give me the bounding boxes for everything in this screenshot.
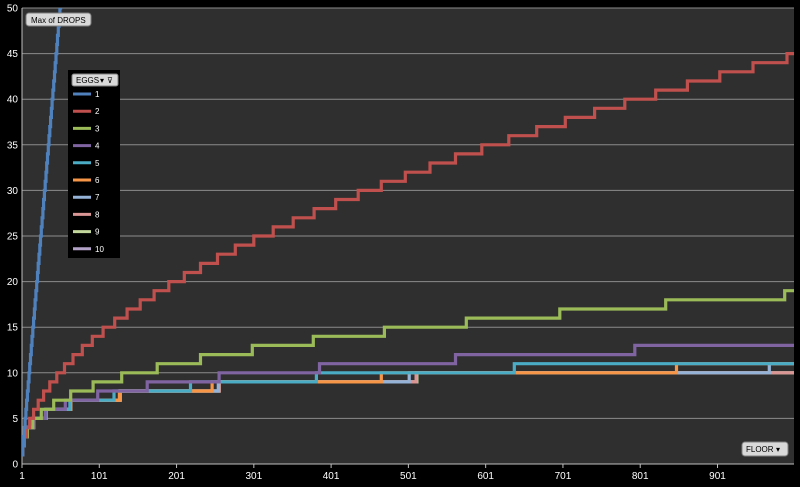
axis-field-button[interactable]: FLOOR ▾ [741, 441, 789, 457]
legend-title: EGGS [76, 76, 99, 85]
filter-icon: ⊽ [107, 76, 113, 85]
legend-label: 10 [95, 245, 104, 254]
x-tick-label: 701 [555, 471, 572, 482]
y-tick-label: 40 [7, 95, 19, 106]
x-tick-label: 801 [632, 471, 649, 482]
value-field-label: Max of DROPS [31, 16, 86, 25]
legend-label: 3 [95, 124, 100, 133]
chevron-down-icon: ▾ [776, 445, 780, 454]
legend-label: 7 [95, 193, 100, 202]
legend-items: 1 2 3 4 5 6 7 8 9 10 [73, 90, 104, 254]
legend-label: 2 [95, 107, 100, 116]
y-tick-label: 35 [7, 140, 19, 151]
x-tick-label: 1 [19, 471, 25, 482]
legend: EGGS ▾ ⊽ 1 2 3 4 5 6 7 8 9 10 [68, 70, 120, 258]
value-field-button[interactable]: Max of DROPS [25, 12, 92, 27]
axis-field-label: FLOOR [746, 445, 774, 454]
x-tick-label: 901 [709, 471, 726, 482]
legend-label: 8 [95, 210, 100, 219]
legend-filter-button[interactable]: EGGS ▾ ⊽ [71, 73, 119, 87]
x-tick-label: 201 [168, 471, 185, 482]
y-tick-label: 45 [7, 49, 19, 60]
x-tick-label: 301 [245, 471, 262, 482]
y-tick-label: 20 [7, 277, 19, 288]
x-tick-label: 401 [323, 471, 340, 482]
legend-label: 5 [95, 159, 100, 168]
y-tick-label: 10 [7, 368, 19, 379]
dropdown-arrow-icon: ▾ [100, 76, 104, 85]
x-tick-label: 501 [400, 471, 417, 482]
y-tick-label: 5 [12, 414, 18, 425]
y-tick-label: 0 [12, 460, 18, 471]
series-line-1 [22, 8, 63, 457]
series-lines [22, 8, 794, 457]
x-axis-ticks: 1 101 201 301 401 501 601 701 801 901 [19, 464, 726, 482]
x-tick-label: 101 [91, 471, 108, 482]
y-tick-label: 25 [7, 232, 19, 243]
x-tick-label: 601 [477, 471, 494, 482]
legend-label: 6 [95, 176, 100, 185]
y-tick-label: 50 [7, 4, 19, 15]
y-tick-label: 15 [7, 323, 19, 334]
y-axis-ticks: 0 5 10 15 20 25 30 35 40 45 50 [7, 4, 19, 471]
series-line-2 [22, 52, 794, 457]
legend-label: 1 [95, 90, 100, 99]
legend-label: 9 [95, 228, 100, 237]
legend-label: 4 [95, 142, 100, 151]
y-tick-label: 30 [7, 186, 19, 197]
